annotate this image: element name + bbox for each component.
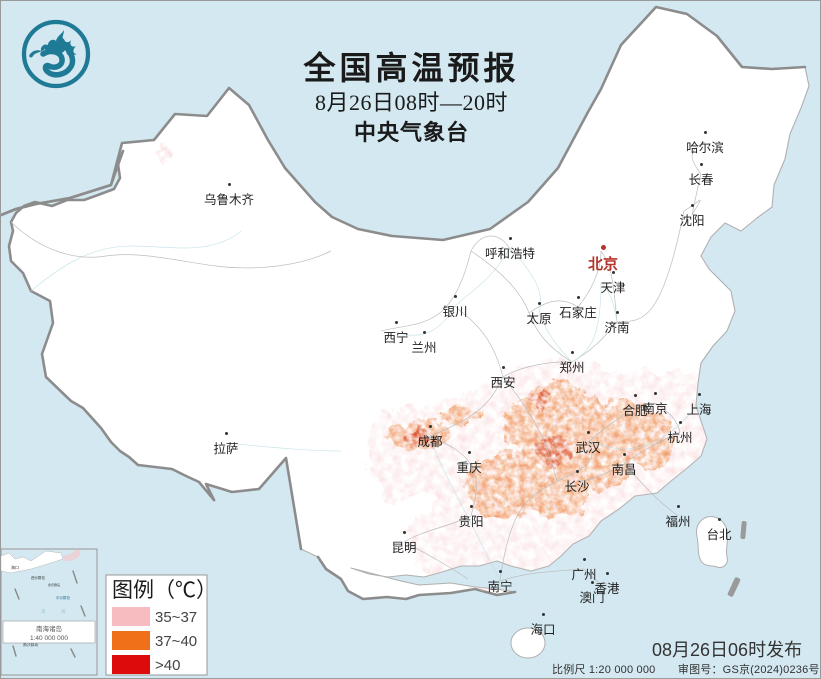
svg-text:35~37: 35~37 [155,609,197,626]
svg-text:永乐群岛: 永乐群岛 [48,582,60,587]
svg-text:中沙群岛: 中沙群岛 [56,595,70,600]
svg-text:南: 南 [41,608,46,614]
svg-text:>40: >40 [155,657,180,674]
svg-text:南海诸岛: 南海诸岛 [36,624,62,633]
svg-text:37~40: 37~40 [155,633,197,650]
svg-text:1:40 000 000: 1:40 000 000 [30,635,68,642]
svg-text:海口: 海口 [11,564,19,570]
svg-text:西沙群岛: 西沙群岛 [31,575,45,580]
svg-text:海: 海 [61,608,66,615]
svg-text:图例（℃）: 图例（℃） [112,579,217,602]
